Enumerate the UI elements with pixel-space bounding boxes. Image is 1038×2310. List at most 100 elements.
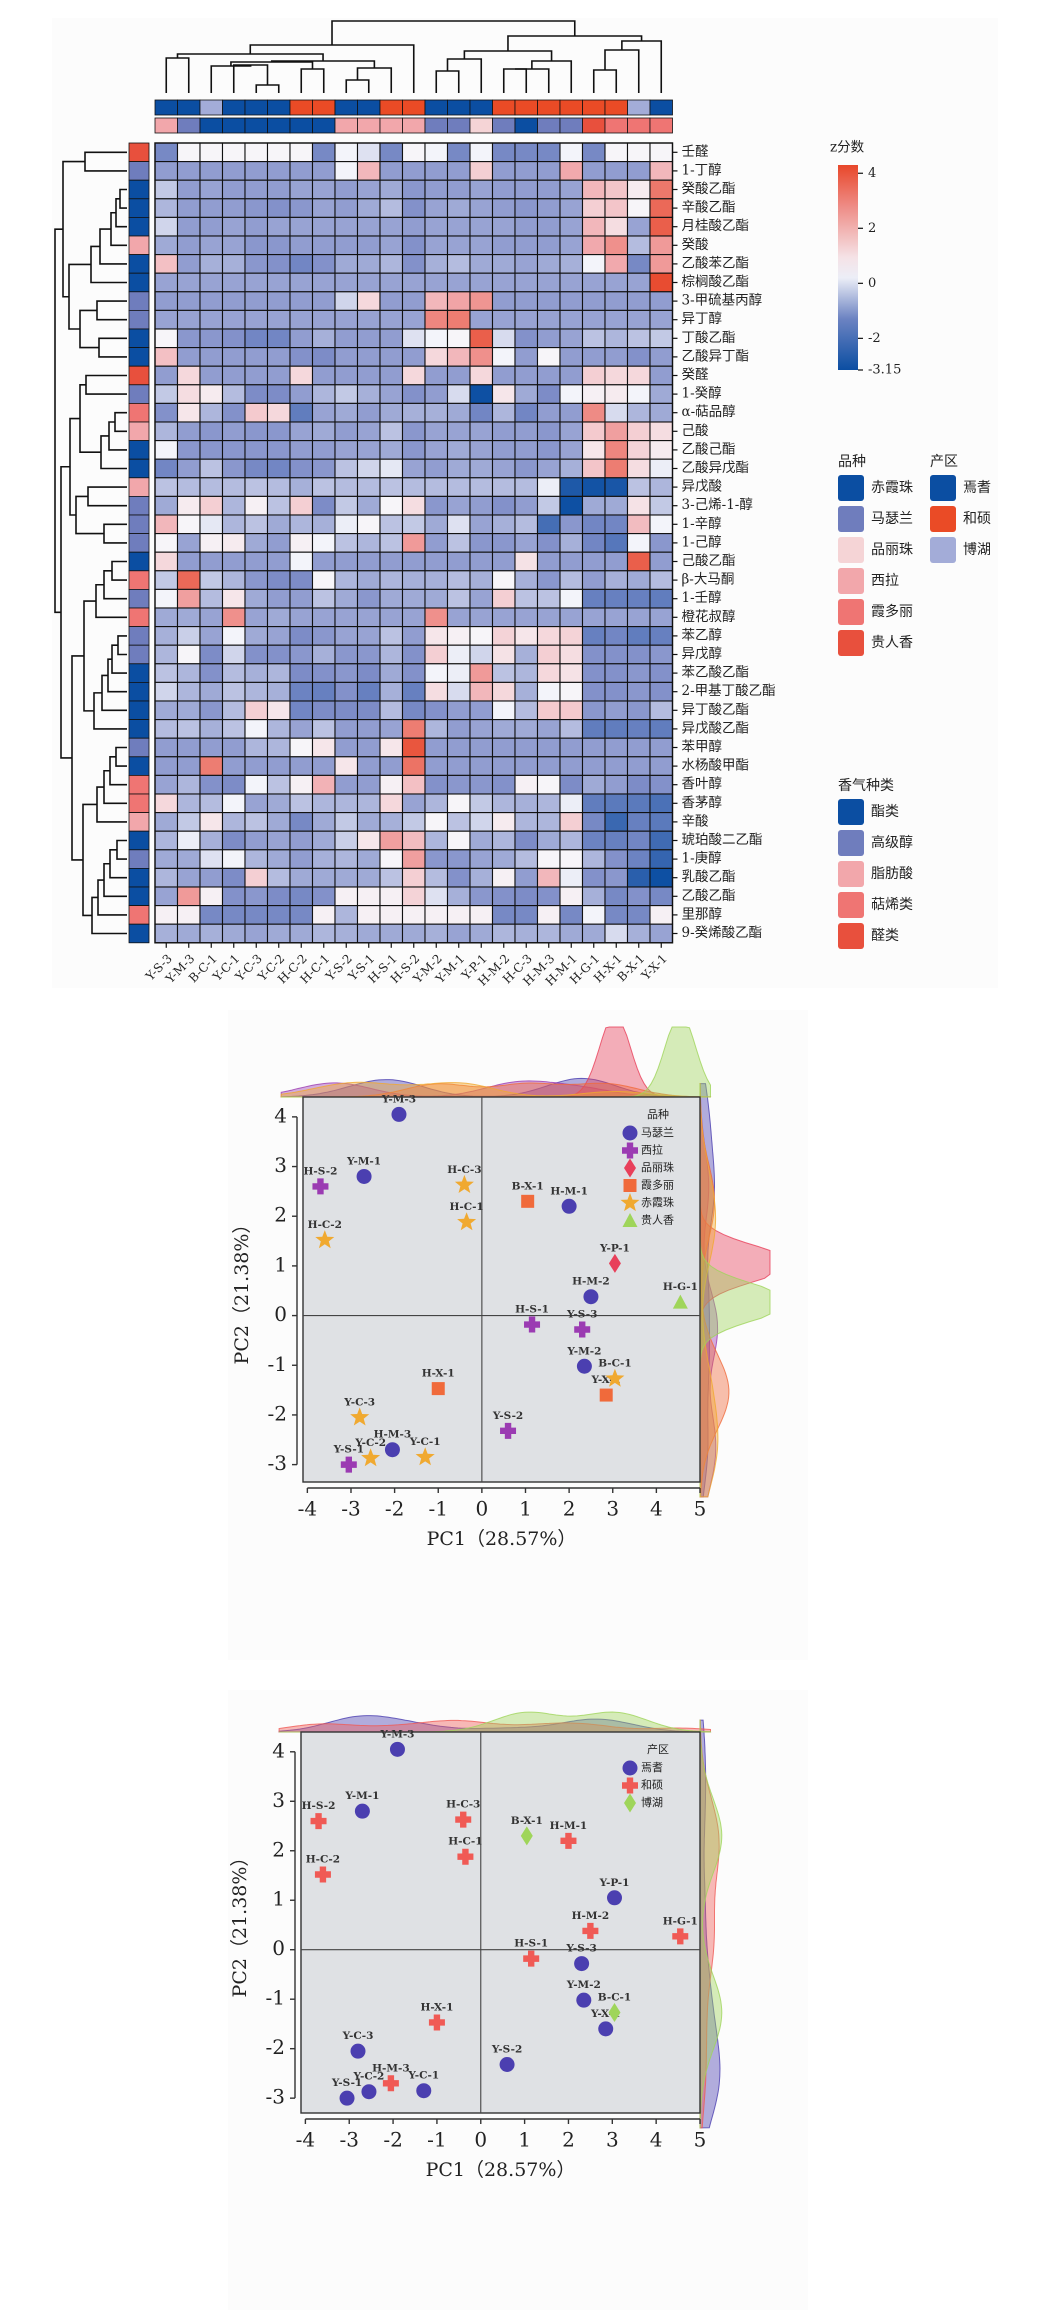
heatmap-cell	[221, 309, 246, 330]
heatmap-cell	[334, 812, 359, 832]
heatmap-cell	[154, 793, 179, 814]
dendrogram-branch	[435, 70, 460, 93]
point-star	[457, 1212, 477, 1231]
point-plus	[622, 1142, 638, 1159]
heatmap-cell	[559, 421, 584, 442]
colorbar-tick-label: 4	[868, 166, 876, 181]
heatmap-cell	[221, 644, 246, 665]
heatmap-cell	[559, 495, 584, 516]
y-tick-label: 1	[272, 1887, 285, 1911]
dendrogram-branch	[95, 583, 127, 619]
heatmap-cell	[649, 142, 674, 163]
heatmap-cell	[491, 737, 516, 758]
row-annotation-aroma	[128, 775, 150, 795]
heatmap-cell	[244, 867, 269, 888]
legend-swatch	[838, 799, 864, 825]
heatmap-cell	[311, 421, 336, 442]
point-circle	[607, 1890, 622, 1906]
heatmap-cell	[581, 291, 606, 311]
heatmap-cell	[649, 663, 674, 683]
dendrogram-branch	[101, 674, 127, 712]
column-annotation-region	[334, 99, 358, 116]
heatmap-cell	[199, 216, 224, 237]
heatmap-cell	[491, 867, 516, 888]
heatmap-cell	[469, 402, 494, 423]
heatmap-cell	[536, 886, 561, 907]
point-triangle	[672, 1294, 688, 1309]
heatmap-cell	[244, 216, 269, 237]
point-plus	[310, 1813, 327, 1830]
column-annotation-variety	[177, 117, 201, 134]
heatmap-cell	[176, 421, 201, 442]
row-annotation-aroma	[128, 142, 150, 163]
column-annotation-variety	[402, 117, 426, 134]
heatmap-cell	[469, 793, 494, 814]
heatmap-cell	[356, 365, 381, 386]
row-label: 香茅醇	[682, 794, 723, 811]
row-annotation-aroma	[128, 216, 150, 237]
heatmap-cell	[491, 235, 516, 256]
heatmap-cell	[154, 421, 179, 442]
dendrogram-branch	[109, 756, 127, 786]
heatmap-cell	[334, 235, 359, 256]
heatmap-cell	[154, 440, 179, 460]
heatmap-cell	[311, 812, 336, 832]
heatmap-cell	[469, 551, 494, 572]
heatmap-cell	[266, 421, 291, 442]
column-annotation-variety	[469, 117, 493, 134]
heatmap-cell	[401, 272, 426, 293]
point-label: Y-S-1	[331, 2077, 362, 2089]
heatmap-cell	[469, 905, 494, 925]
row-label: 己酸	[682, 423, 710, 439]
heatmap-cell	[311, 514, 336, 535]
heatmap-cell	[536, 272, 561, 293]
column-label: Y-X-1	[638, 951, 670, 983]
heatmap-cell	[311, 402, 336, 423]
heatmap-cell	[356, 161, 381, 181]
heatmap-cell	[514, 328, 539, 349]
heatmap-cell	[401, 551, 426, 572]
row-annotation-aroma	[128, 830, 150, 851]
heatmap-cell	[649, 756, 674, 776]
heatmap-cell	[514, 384, 539, 404]
heatmap-cell	[469, 812, 494, 832]
heatmap-cell	[334, 737, 359, 758]
heatmap-cell	[424, 421, 449, 442]
heatmap-cell	[176, 588, 201, 609]
heatmap-cell	[469, 737, 494, 758]
heatmap-cell	[221, 161, 246, 181]
heatmap-cell	[446, 384, 471, 404]
heatmap-cell	[154, 216, 179, 237]
point-star	[620, 1193, 640, 1212]
point-label: H-M-3	[372, 2062, 410, 2074]
heatmap-cell	[356, 347, 381, 367]
row-annotation-aroma	[128, 198, 150, 218]
heatmap-cell	[424, 235, 449, 256]
heatmap-cell	[176, 774, 201, 795]
heatmap-cell	[379, 793, 404, 814]
point-star	[605, 1368, 625, 1387]
legend-swatch	[838, 830, 864, 856]
heatmap-cell	[266, 774, 291, 795]
heatmap-cell	[536, 570, 561, 590]
heatmap-cell	[649, 216, 674, 237]
heatmap-cell	[581, 681, 606, 702]
heatmap-cell	[446, 700, 471, 721]
heatmap-cell	[604, 514, 629, 535]
heatmap-cell	[289, 793, 314, 814]
row-label: 异戊醇	[682, 645, 723, 662]
heatmap-cell	[176, 756, 201, 776]
heatmap-cell	[491, 179, 516, 200]
point-plus	[582, 1922, 599, 1939]
heatmap-cell	[559, 700, 584, 721]
heatmap-cell	[604, 626, 629, 646]
point-label: Y-C-2	[354, 1437, 386, 1449]
heatmap-cell	[379, 142, 404, 163]
heatmap-cell	[244, 328, 269, 349]
row-annotation-aroma	[128, 421, 150, 442]
heatmap-cell	[424, 514, 449, 535]
column-annotation-variety	[582, 117, 606, 134]
heatmap-cell	[311, 756, 336, 776]
row-label: 乙酸苯乙酯	[682, 255, 750, 271]
row-label: 辛酸	[682, 813, 710, 829]
